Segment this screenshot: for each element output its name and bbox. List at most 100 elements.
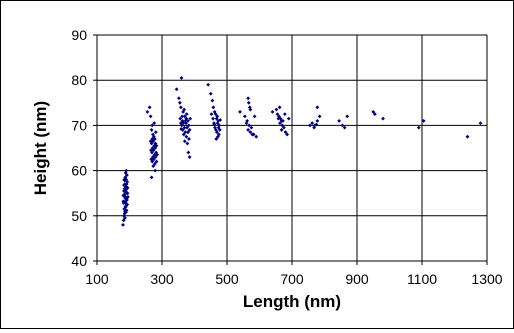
data-point <box>282 112 287 116</box>
data-point <box>215 121 220 126</box>
x-tick-label: 1100 <box>407 271 437 287</box>
data-point <box>153 130 158 135</box>
tick-labels: 100 300 500 700 900 1100 1300 40 50 60 70 80 90 <box>71 27 502 287</box>
data-point <box>206 82 211 87</box>
x-tick-label: 700 <box>280 271 304 287</box>
data-point <box>177 96 181 101</box>
data-point <box>185 125 189 130</box>
data-point <box>155 152 160 157</box>
data-point <box>218 118 223 122</box>
data-point <box>178 116 183 121</box>
data-point <box>248 107 253 112</box>
data-point <box>416 125 421 130</box>
data-point <box>247 105 252 110</box>
data-point <box>211 116 215 121</box>
data-point <box>125 180 130 184</box>
data-point <box>150 150 154 155</box>
data-point <box>183 130 188 135</box>
data-point <box>187 137 191 141</box>
data-point <box>277 114 281 119</box>
data-point <box>150 146 155 150</box>
data-point <box>246 128 251 132</box>
data-point <box>275 112 280 116</box>
data-point <box>149 175 154 180</box>
data-point <box>371 109 376 114</box>
data-point <box>152 137 157 141</box>
data-point <box>152 152 157 157</box>
data-point <box>149 157 154 162</box>
data-point <box>215 130 219 135</box>
data-point <box>180 118 185 123</box>
data-point <box>122 193 127 198</box>
data-point <box>121 199 126 204</box>
data-point <box>183 118 188 123</box>
data-point <box>124 168 129 173</box>
data-point <box>213 112 218 116</box>
data-point <box>279 128 284 132</box>
data-point <box>312 125 316 130</box>
data-point <box>152 143 157 148</box>
data-point <box>122 213 126 218</box>
data-point <box>154 159 159 164</box>
data-point <box>217 123 222 128</box>
data-point <box>212 122 217 127</box>
x-tick-label: 900 <box>345 271 369 287</box>
data-point <box>149 128 154 132</box>
data-point <box>185 141 190 146</box>
y-tick-label: 60 <box>71 163 87 179</box>
data-point <box>123 189 128 193</box>
data-point <box>122 183 126 187</box>
data-point <box>187 128 192 132</box>
data-point <box>180 128 185 132</box>
data-point <box>381 116 385 121</box>
data-point <box>184 112 189 116</box>
gridlines <box>93 34 488 265</box>
data-point <box>149 141 154 146</box>
data-point <box>148 114 153 119</box>
data-point <box>372 112 377 116</box>
data-point <box>121 218 126 223</box>
data-point <box>149 148 153 153</box>
data-point <box>180 114 185 119</box>
data-point <box>270 109 275 114</box>
data-point <box>124 177 129 182</box>
data-point <box>179 76 184 80</box>
data-point <box>182 114 187 119</box>
x-tick-label: 500 <box>215 271 239 287</box>
data-point <box>179 123 184 128</box>
data-point <box>283 130 288 135</box>
data-point <box>182 125 187 130</box>
data-point <box>217 128 222 132</box>
y-tick-label: 70 <box>71 117 87 133</box>
data-point <box>182 139 187 144</box>
data-point <box>208 91 213 96</box>
data-point <box>177 100 182 105</box>
y-tick-label: 40 <box>71 253 87 269</box>
x-tick-label: 300 <box>150 271 174 287</box>
data-point <box>421 118 426 123</box>
data-point <box>312 123 317 128</box>
data-point <box>238 109 242 114</box>
data-point <box>181 132 186 137</box>
data-point <box>151 148 156 153</box>
data-point <box>179 127 184 131</box>
data-point <box>122 178 127 183</box>
data-point <box>151 132 155 137</box>
data-point <box>184 121 188 126</box>
data-point <box>245 118 250 123</box>
data-point <box>251 132 256 137</box>
data-point <box>152 121 157 126</box>
data-point <box>307 123 312 128</box>
data-point <box>317 114 322 119</box>
data-point <box>150 123 155 128</box>
data-point <box>278 116 283 121</box>
data-point <box>242 114 247 119</box>
data-point <box>184 134 189 139</box>
data-point <box>174 87 179 92</box>
data-point <box>246 96 251 101</box>
data-point <box>178 105 183 110</box>
data-point <box>121 201 126 206</box>
data-point <box>314 122 319 127</box>
data-point <box>154 150 159 155</box>
